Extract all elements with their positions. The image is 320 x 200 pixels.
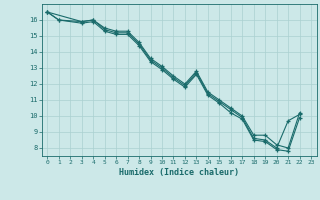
X-axis label: Humidex (Indice chaleur): Humidex (Indice chaleur) [119,168,239,177]
